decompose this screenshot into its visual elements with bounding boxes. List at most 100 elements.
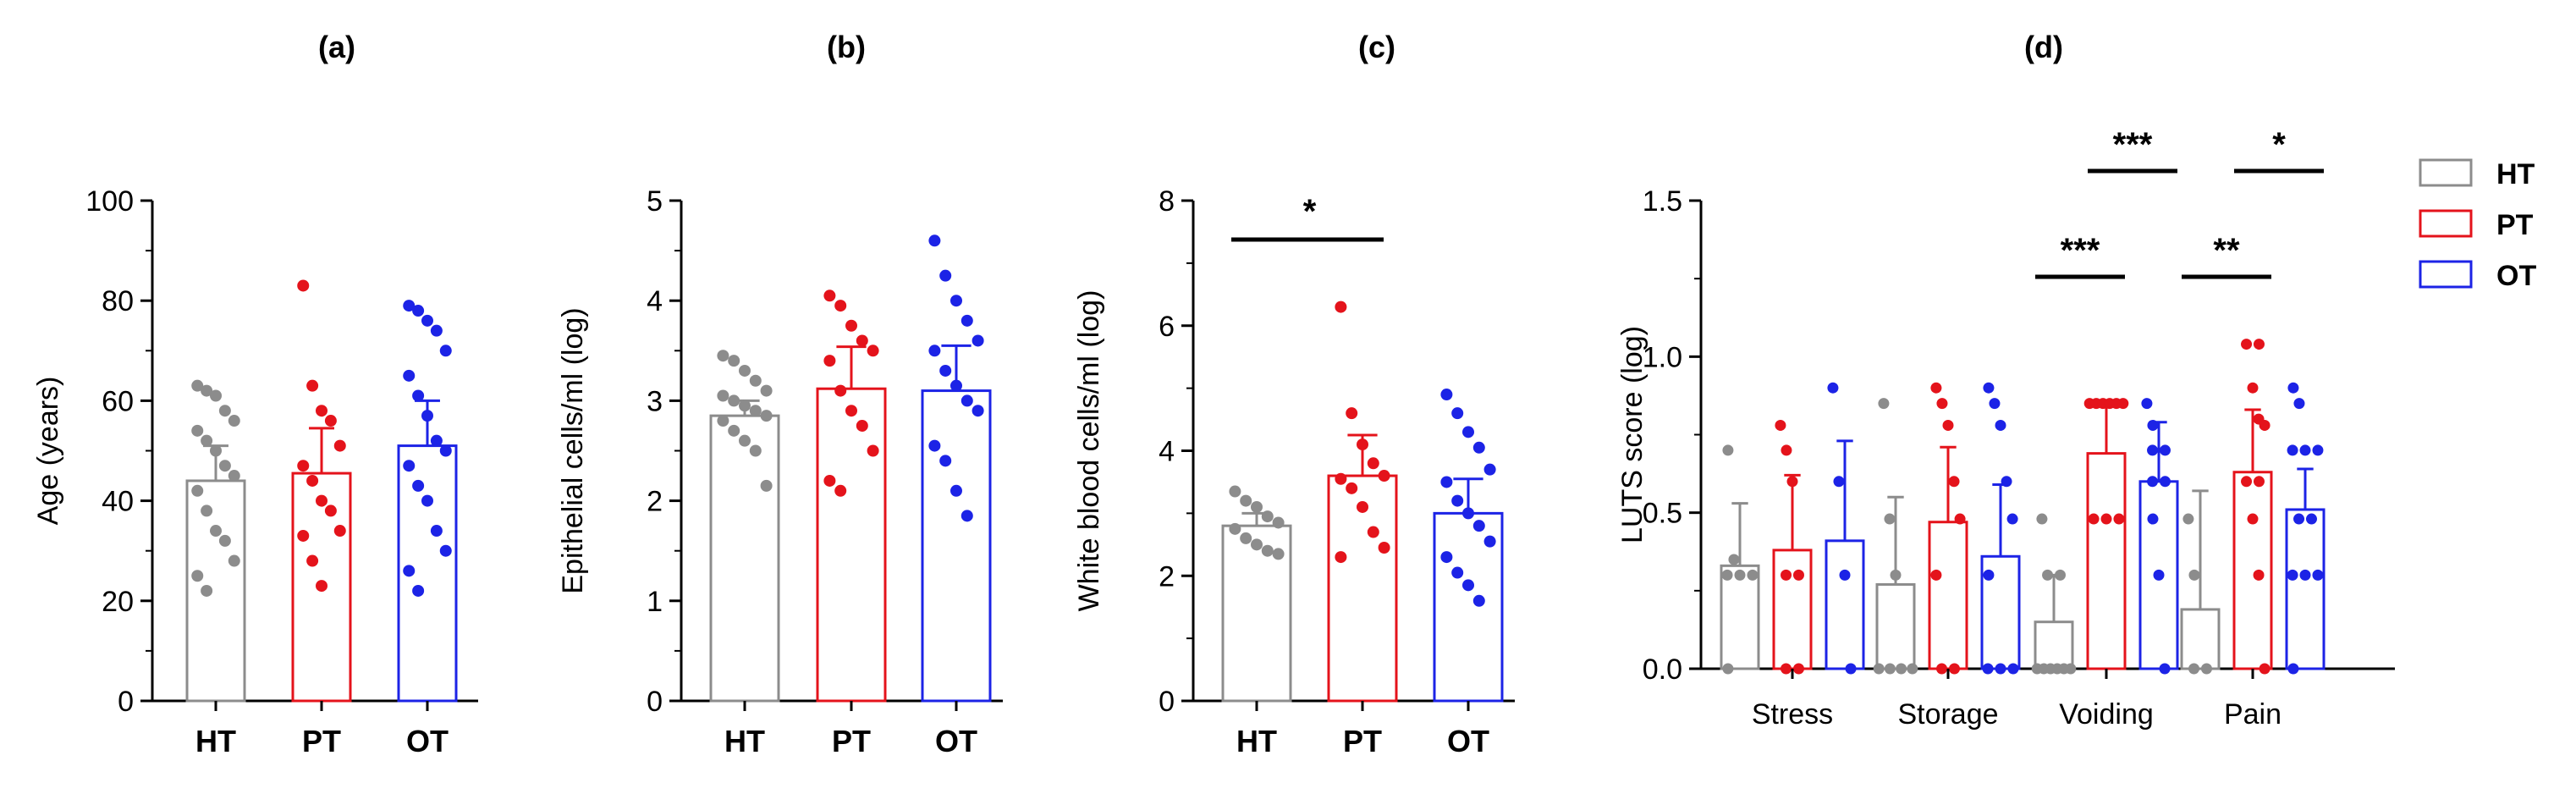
data-point <box>2299 569 2311 581</box>
y-tick-label: 8 <box>1159 185 1175 218</box>
y-tick-label: 0.5 <box>1643 498 1682 530</box>
data-point <box>1440 551 1453 564</box>
data-point <box>2247 513 2259 525</box>
data-point <box>412 389 425 402</box>
data-point <box>324 505 337 517</box>
data-point <box>717 350 729 362</box>
data-point <box>1995 663 2006 675</box>
bar <box>921 389 992 703</box>
y-tick-label: 60 <box>102 385 134 417</box>
data-point <box>1346 482 1358 494</box>
data-point <box>717 415 729 427</box>
data-point <box>960 314 973 327</box>
data-point <box>1462 579 1474 592</box>
data-point <box>2159 444 2171 456</box>
data-point <box>728 355 740 367</box>
data-point <box>1884 663 1896 675</box>
data-point <box>2312 569 2324 581</box>
data-point <box>739 400 751 412</box>
data-point <box>2159 476 2171 488</box>
data-point <box>421 494 433 507</box>
data-point <box>306 379 319 392</box>
data-point <box>1982 663 1994 675</box>
x-tick-label: HT <box>1236 724 1277 758</box>
significance-label: *** <box>2113 126 2153 163</box>
data-point <box>972 334 984 347</box>
data-point <box>960 394 973 407</box>
data-point <box>1440 389 1453 401</box>
data-point <box>1229 522 1241 535</box>
data-point <box>749 405 762 417</box>
data-point <box>1747 569 1759 581</box>
significance-label: *** <box>2061 232 2100 269</box>
data-point <box>1781 569 1792 581</box>
data-point <box>1845 663 1857 675</box>
bar <box>1875 582 1916 670</box>
data-point <box>2006 513 2018 525</box>
data-point <box>2141 398 2153 410</box>
data-point <box>316 580 328 593</box>
data-point <box>1261 544 1274 557</box>
data-point <box>739 364 751 377</box>
data-point <box>210 389 222 402</box>
y-tick-label: 4 <box>1159 436 1175 468</box>
data-point <box>201 434 213 447</box>
legend-swatch-pt <box>2419 209 2473 238</box>
data-point <box>928 345 941 357</box>
y-axis-title: Epithelial cells/ml (log) <box>557 307 589 593</box>
data-point <box>950 484 962 497</box>
data-point <box>1722 444 1734 456</box>
data-point <box>1775 419 1786 431</box>
data-point <box>2287 382 2299 394</box>
data-point <box>1948 663 1960 675</box>
x-tick-label: Pain <box>2224 698 2282 731</box>
data-point <box>1440 476 1453 488</box>
data-point <box>1451 407 1464 420</box>
bar <box>2285 508 2326 670</box>
data-point <box>1896 663 1907 675</box>
data-point <box>939 455 952 467</box>
y-tick-label: 4 <box>647 285 663 317</box>
data-point <box>439 444 452 457</box>
data-point <box>760 384 773 397</box>
data-point <box>2293 398 2305 410</box>
data-point <box>1251 538 1263 551</box>
data-point <box>1792 663 1804 675</box>
significance-label: * <box>2272 126 2286 163</box>
significance-label: * <box>1303 193 1317 230</box>
x-tick-label: PT <box>1343 724 1382 758</box>
data-point <box>1721 569 1733 581</box>
data-point <box>1930 382 1942 394</box>
data-point <box>1781 663 1792 675</box>
data-point <box>430 434 443 447</box>
data-point <box>412 584 425 597</box>
data-point <box>2054 569 2066 581</box>
data-point <box>316 494 328 507</box>
data-point <box>228 554 240 567</box>
y-tick-label: 80 <box>102 285 134 317</box>
data-point <box>191 379 204 392</box>
x-tick-label: HT <box>724 724 765 758</box>
data-point <box>950 379 962 392</box>
data-point <box>972 405 984 417</box>
y-axis-title: LUTS score (log) <box>1616 326 1649 543</box>
legend: HT PT OT <box>2419 158 2536 292</box>
data-point <box>749 444 762 457</box>
data-point <box>834 484 847 497</box>
data-point <box>1833 476 1845 488</box>
data-point <box>2253 569 2265 581</box>
x-tick-label: HT <box>195 724 236 758</box>
data-point <box>2042 569 2054 581</box>
data-point <box>306 474 319 487</box>
data-point <box>1229 485 1241 498</box>
data-point <box>749 374 762 387</box>
data-point <box>1983 382 1995 394</box>
data-point <box>2001 476 2012 488</box>
data-point <box>228 470 240 482</box>
data-point <box>439 345 452 357</box>
data-point <box>421 410 433 422</box>
bar <box>2180 608 2221 670</box>
y-tick-label: 2 <box>647 486 663 518</box>
data-point <box>1878 398 1890 410</box>
